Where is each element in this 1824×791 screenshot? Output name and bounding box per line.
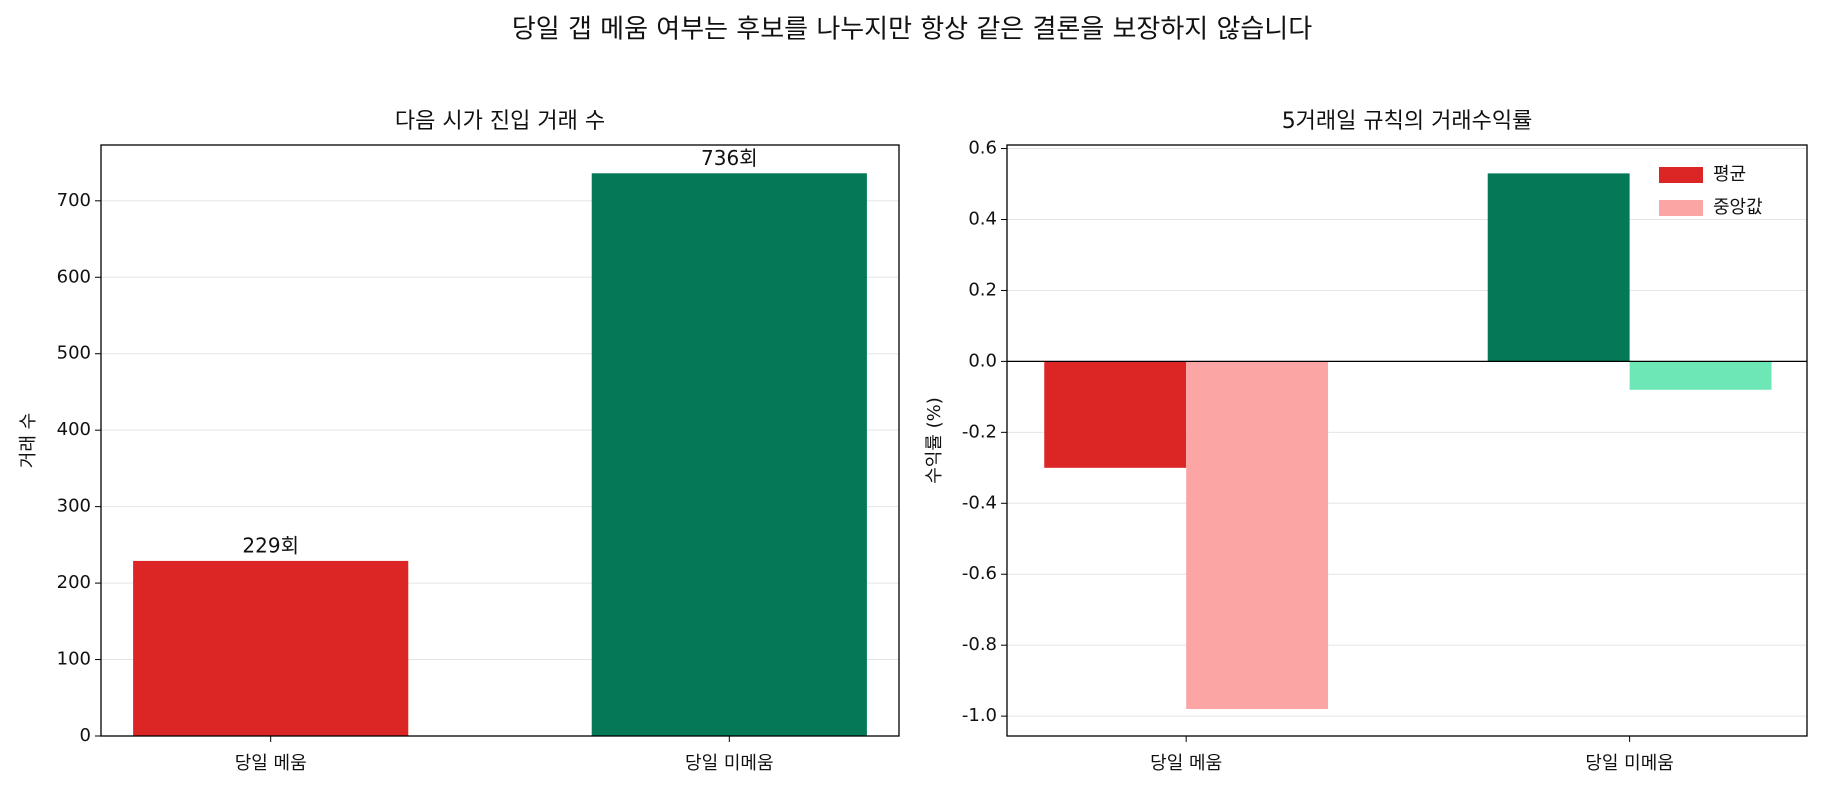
bar (591, 173, 867, 737)
y-tick-label: 0.2 (968, 279, 997, 300)
bar (1629, 361, 1772, 390)
bar (1186, 361, 1329, 710)
y-tick-label: 400 (57, 419, 91, 440)
y-tick-label: -1.0 (962, 705, 997, 726)
y-tick-label: 300 (57, 496, 91, 517)
y-tick-label: 100 (57, 649, 91, 670)
y-tick-label: -0.6 (962, 563, 997, 584)
bar (1487, 173, 1630, 362)
y-tick-label: 600 (57, 266, 91, 287)
bar (133, 560, 409, 736)
y-axis-label: 수익률 (%) (924, 397, 945, 484)
bar (1044, 361, 1187, 468)
x-tick-label: 당일 메움 (235, 753, 307, 774)
y-tick-label: 200 (57, 572, 91, 593)
y-tick-label: 500 (57, 343, 91, 364)
legend-swatch (1659, 200, 1703, 216)
axes-title: 다음 시가 진입 거래 수 (395, 109, 605, 134)
x-tick-label: 당일 미메움 (1585, 753, 1674, 774)
axes-frame (100, 144, 900, 737)
legend-swatch (1659, 167, 1703, 183)
x-tick-label: 당일 메움 (1150, 753, 1222, 774)
y-tick-label: 0.0 (968, 350, 997, 371)
x-tick-label: 당일 미메움 (685, 753, 774, 774)
y-tick-label: -0.4 (962, 492, 997, 513)
figure-title: 당일 갭 메움 여부는 후보를 나누지만 항상 같은 결론을 보장하지 않습니다 (512, 15, 1312, 45)
legend-label: 평균 (1713, 164, 1746, 185)
y-tick-label: -0.8 (962, 634, 997, 655)
y-tick-label: 0.4 (968, 208, 997, 229)
y-tick-label: 700 (57, 190, 91, 211)
axes-title: 5거래일 규칙의 거래수익률 (1282, 109, 1533, 134)
y-tick-label: 0 (80, 725, 91, 746)
y-tick-label: 0.6 (968, 138, 997, 159)
value-label: 229회 (242, 533, 299, 557)
y-axis-label: 거래 수 (18, 413, 39, 468)
y-tick-label: -0.2 (962, 421, 997, 442)
axes-frame (1006, 144, 1808, 737)
value-label: 736회 (701, 146, 758, 170)
legend-label: 중앙값 (1713, 197, 1763, 218)
